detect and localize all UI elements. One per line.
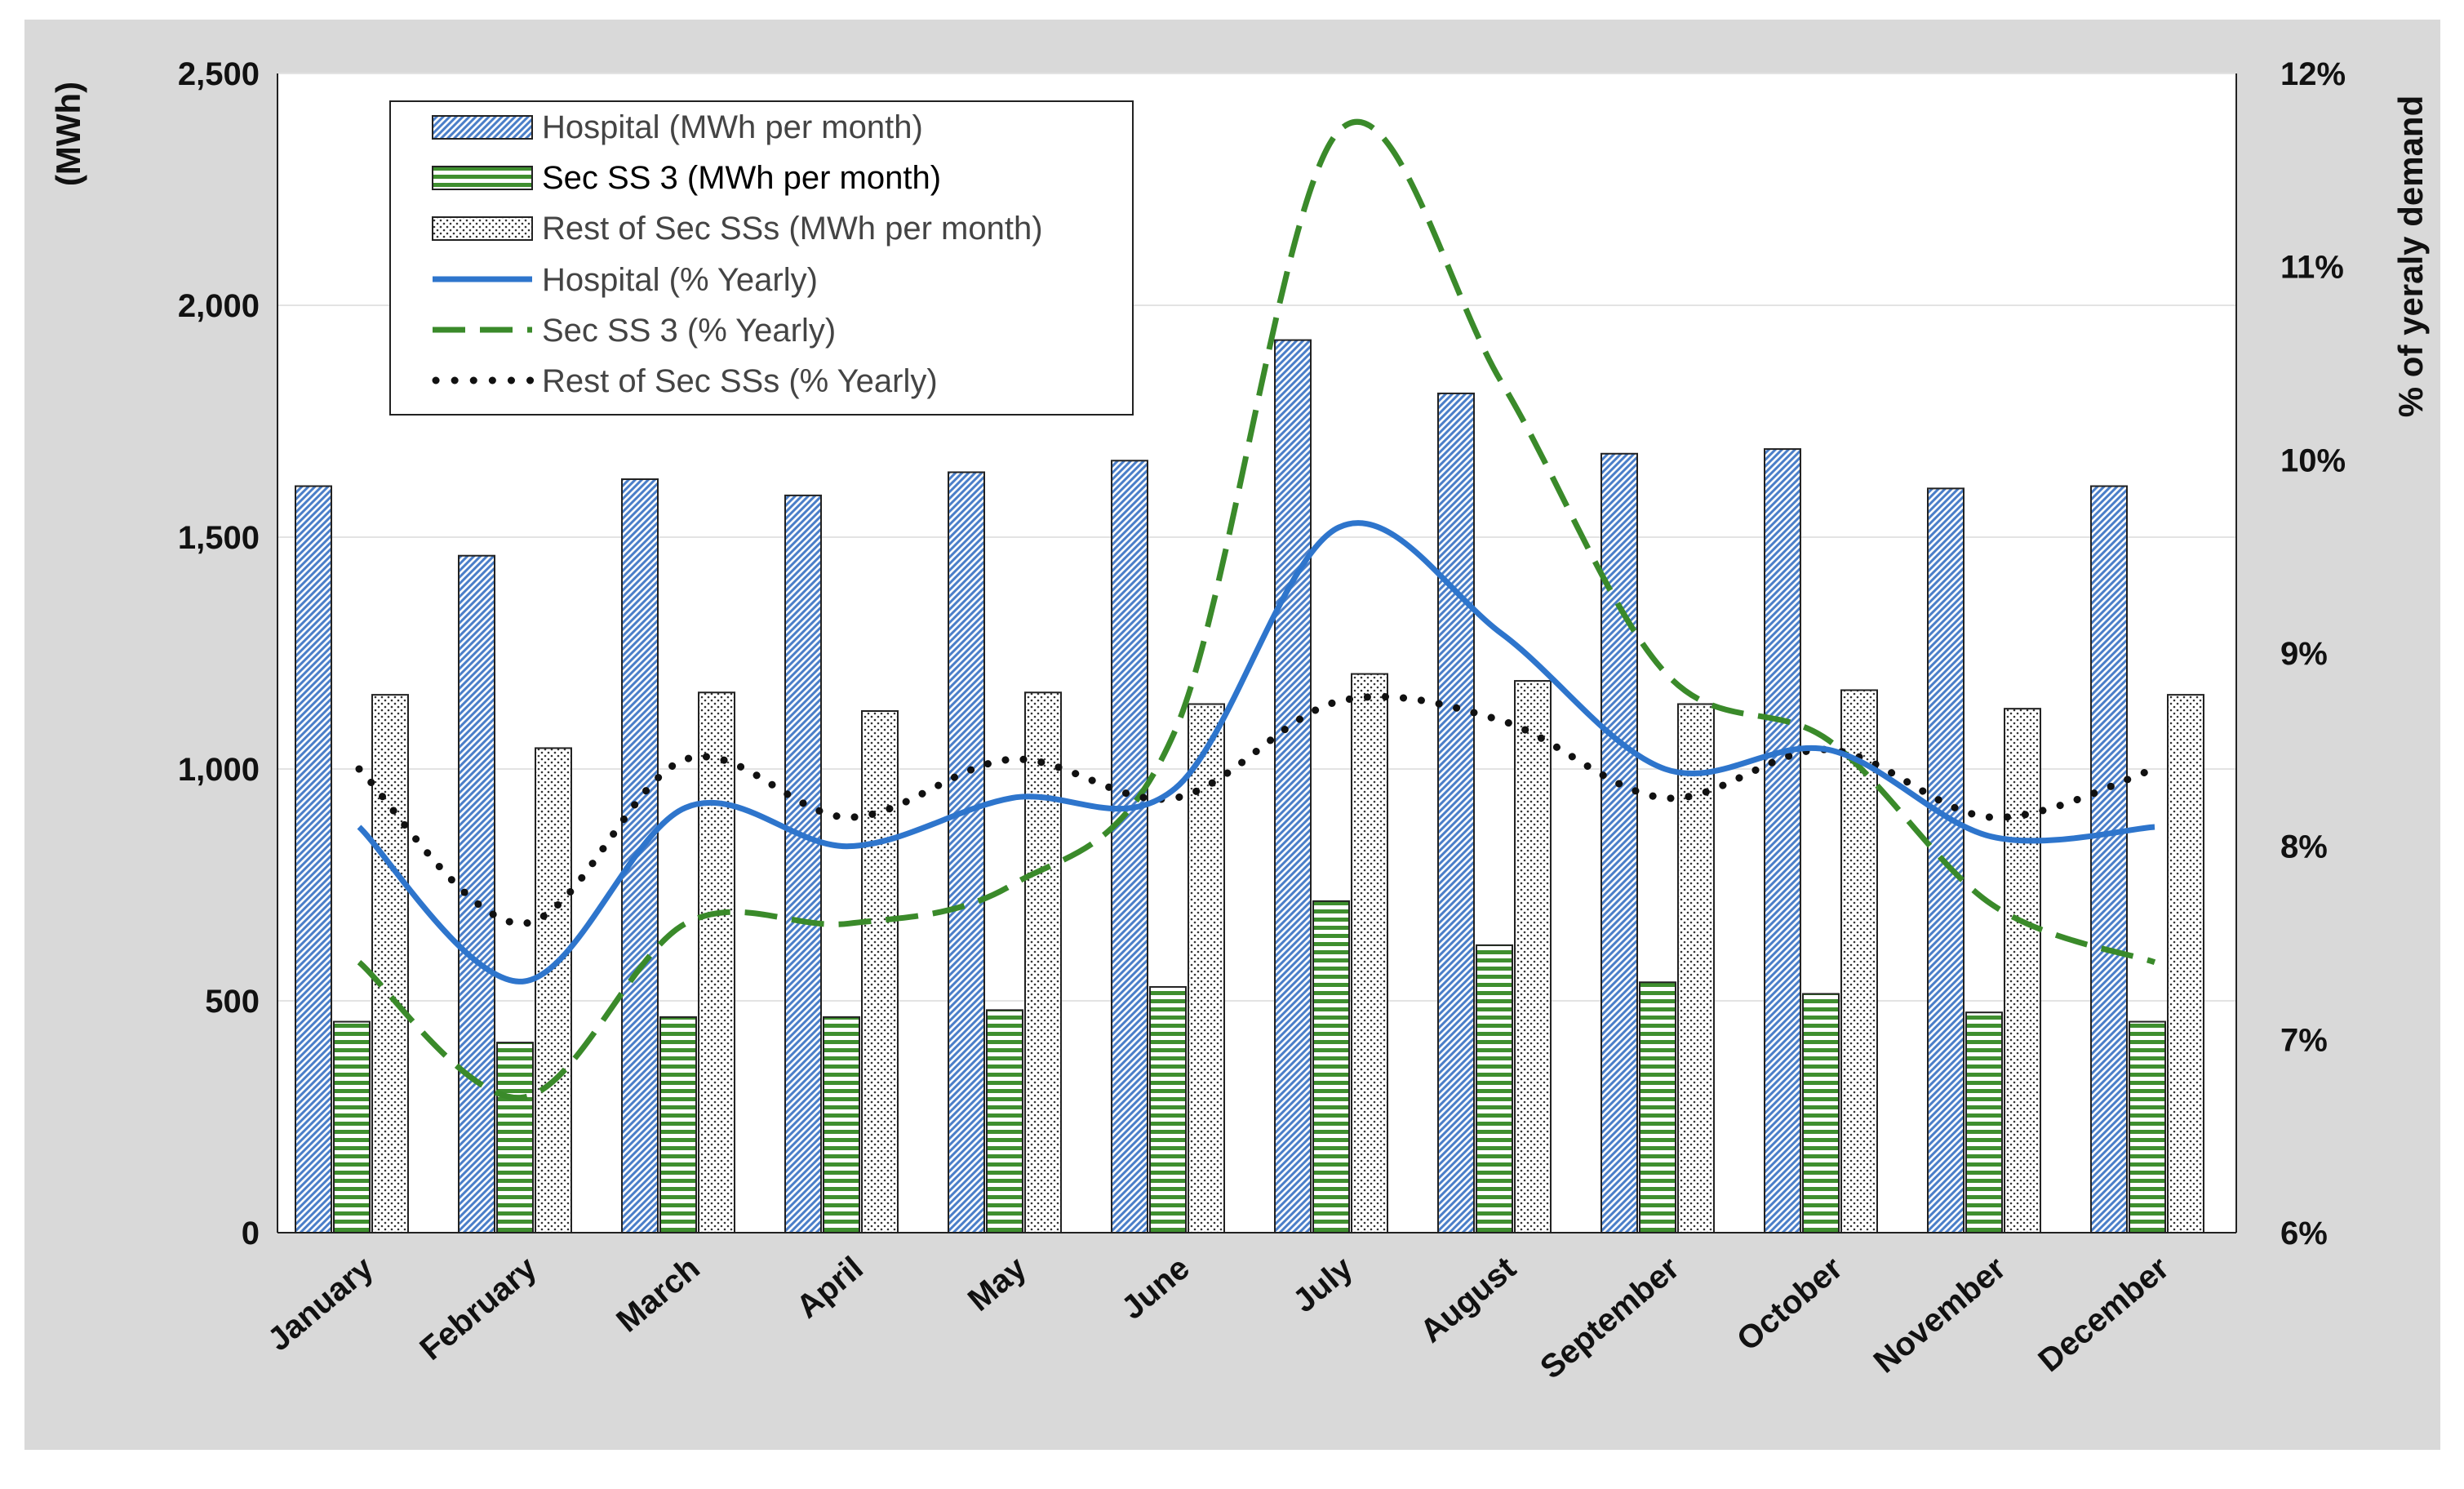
x-tick-label: January: [261, 1250, 380, 1358]
right-tick-labels: 6% 7% 8% 9% 10% 11% 12%: [2280, 56, 2346, 1251]
x-tick-label: July: [1286, 1250, 1360, 1320]
y-axis-title: (MWh): [49, 82, 87, 186]
chart-frame: 0 500 1,000 1,500 2,000 2,500 6% 7% 8% 9% 10% 11% 1…: [24, 20, 2440, 1450]
legend-swatch-secss3-bar: [432, 166, 533, 190]
line-sec-ss3-pct: [357, 118, 2156, 1100]
bar-rest-sec-ss: [1351, 673, 1388, 1233]
bar-rest-sec-ss: [1677, 703, 1715, 1233]
y-tick-label-right: 7%: [2280, 1022, 2328, 1058]
bar-hospital: [1764, 448, 1801, 1233]
legend-label-hospital-bar: Hospital (MWh per month): [542, 109, 923, 145]
bar-hospital: [2090, 485, 2128, 1233]
bar-hospital: [1437, 392, 1475, 1233]
bar-rest-sec-ss: [1840, 689, 1878, 1233]
x-tick-label: June: [1115, 1250, 1196, 1327]
chart: 0 500 1,000 1,500 2,000 2,500 6% 7% 8% 9% 10% 11% 1…: [49, 56, 2430, 1386]
bar-rest-sec-ss: [698, 691, 735, 1233]
bar-hospital: [1600, 452, 1638, 1233]
bar-sec-ss3: [333, 1020, 371, 1234]
y-tick-label-right: 10%: [2280, 442, 2346, 478]
bar-sec-ss3: [659, 1016, 697, 1233]
x-tick-label: November: [1867, 1250, 2013, 1380]
legend-swatch-hospital-bar: [432, 115, 533, 140]
bar-sec-ss3: [1802, 993, 1840, 1233]
y-tick-label-right: 9%: [2280, 636, 2328, 672]
bar-hospital: [948, 471, 985, 1233]
bar-rest-sec-ss: [2004, 708, 2041, 1233]
bar-rest-sec-ss: [861, 710, 899, 1233]
bar-rest-sec-ss: [535, 747, 572, 1233]
bar-rest-sec-ss: [371, 694, 409, 1233]
bar-rest-sec-ss: [2167, 694, 2204, 1233]
legend-label-secss3-line: Sec SS 3 (% Yearly): [542, 313, 836, 349]
bar-sec-ss3: [2129, 1020, 2166, 1234]
bar-hospital: [295, 485, 332, 1233]
y-tick-label-right: 8%: [2280, 829, 2328, 865]
bar-sec-ss3: [1476, 944, 1513, 1233]
lines: [355, 118, 2159, 1100]
y-tick-label: 2,000: [178, 288, 260, 324]
x-tick-label: May: [961, 1250, 1033, 1318]
bar-sec-ss3: [496, 1042, 534, 1233]
bar-hospital: [1274, 339, 1312, 1234]
legend-swatch-rest-bar: [432, 216, 533, 241]
x-tick-label: October: [1730, 1250, 1849, 1358]
y-tick-label: 1,000: [178, 752, 260, 788]
legend: Hospital (MWh per month) Sec SS 3 (MWh p…: [389, 100, 1134, 416]
x-tick-label: August: [1414, 1250, 1523, 1349]
x-tick-label: September: [1534, 1250, 1686, 1386]
y-tick-label: 500: [205, 984, 260, 1020]
y-tick-label: 2,500: [178, 56, 260, 92]
legend-label-hospital-line: Hospital (% Yearly): [542, 262, 818, 298]
bar-hospital: [1111, 460, 1148, 1233]
x-tick-label: December: [2031, 1250, 2175, 1379]
bar-hospital: [784, 494, 822, 1233]
x-tick-labels: January February March April May June July Augu…: [261, 1250, 2176, 1386]
y-tick-label-right: 6%: [2280, 1216, 2328, 1251]
bar-sec-ss3: [986, 1009, 1023, 1233]
bar-sec-ss3: [1639, 981, 1676, 1234]
left-tick-labels: 0 500 1,000 1,500 2,000 2,500: [178, 56, 260, 1251]
legend-label-rest-bar: Rest of Sec SSs (MWh per month): [542, 211, 1043, 247]
bar-rest-sec-ss: [1188, 703, 1225, 1233]
bar-rest-sec-ss: [1514, 680, 1552, 1233]
bar-hospital: [621, 478, 659, 1233]
y-tick-label: 1,500: [178, 520, 260, 556]
y-tick-label: 0: [242, 1216, 260, 1251]
bar-sec-ss3: [1312, 900, 1350, 1233]
y-axis-title-right: % of yeraly demand: [2391, 96, 2430, 417]
x-tick-label: February: [413, 1250, 544, 1367]
y-tick-label-right: 11%: [2280, 250, 2344, 286]
x-tick-label: April: [790, 1250, 870, 1325]
y-tick-label-right: 12%: [2280, 56, 2346, 92]
legend-box: [389, 100, 1134, 416]
legend-label-secss3-bar: Sec SS 3 (MWh per month): [542, 160, 941, 196]
bar-sec-ss3: [1965, 1011, 2003, 1233]
line-hospital-pct: [357, 520, 2155, 985]
bar-sec-ss3: [1149, 985, 1187, 1233]
bar-rest-sec-ss: [1024, 691, 1062, 1233]
x-tick-label: March: [610, 1250, 707, 1339]
bar-sec-ss3: [823, 1016, 860, 1233]
legend-label-rest-line: Rest of Sec SSs (% Yearly): [542, 363, 938, 399]
